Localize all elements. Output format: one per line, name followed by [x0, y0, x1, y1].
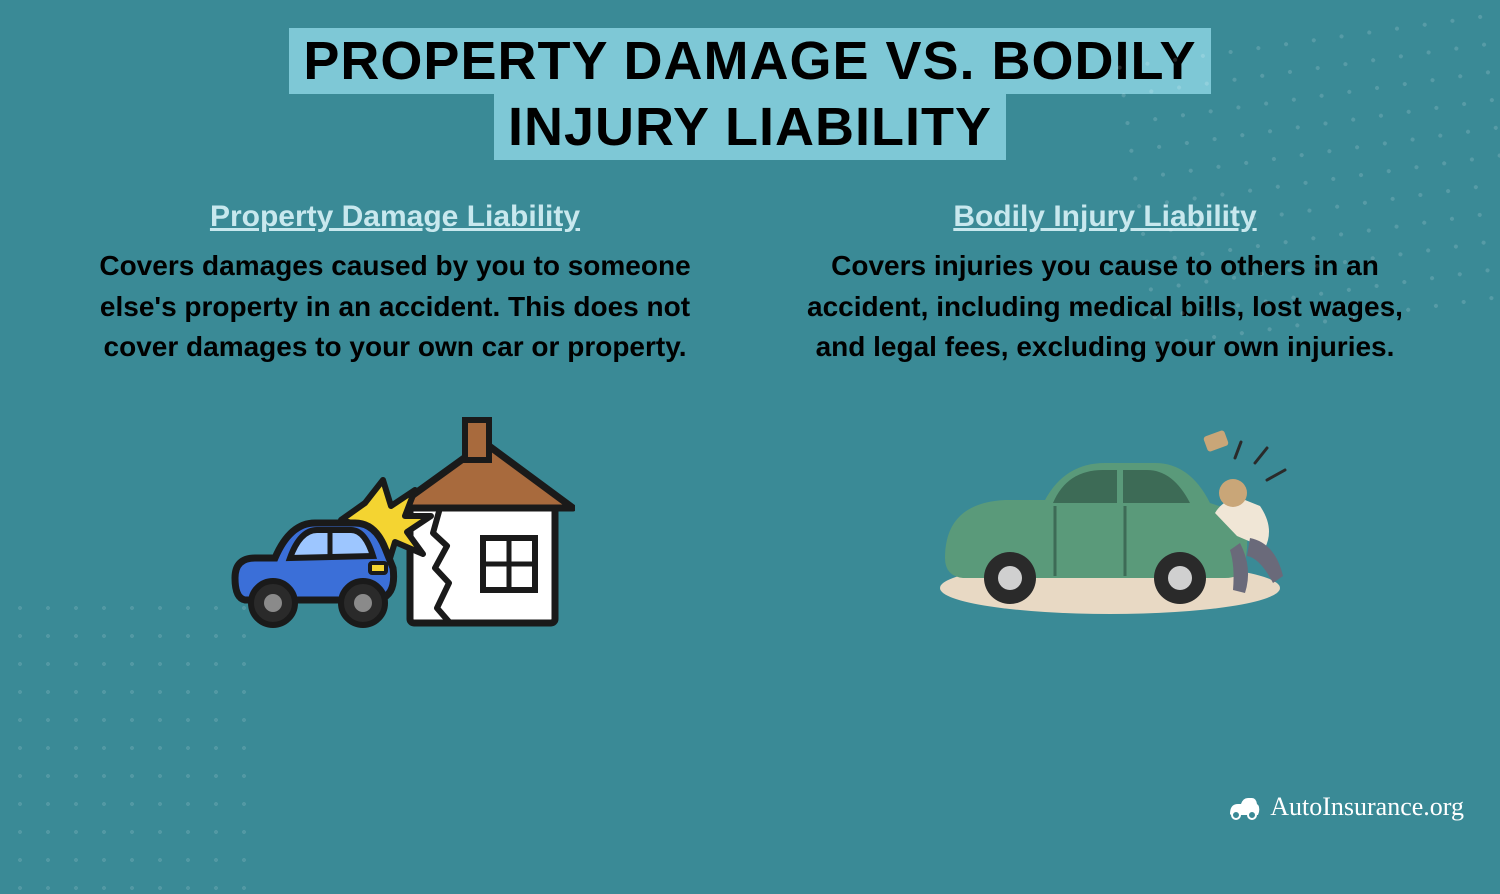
- decorative-dots-bottom-left: [0, 594, 250, 894]
- decorative-dots-top-right: [1104, 0, 1500, 353]
- brand-text: AutoInsurance.org: [1270, 792, 1464, 822]
- property-damage-heading: Property Damage Liability: [70, 200, 720, 234]
- car-pedestrian-icon: [915, 408, 1295, 618]
- bodily-injury-illustration: [780, 408, 1430, 618]
- car-house-crash-icon: [215, 408, 575, 638]
- brand-footer: AutoInsurance.org: [1226, 792, 1464, 822]
- property-damage-body: Covers damages caused by you to someone …: [70, 246, 720, 368]
- title-line-1: PROPERTY DAMAGE VS. BODILY: [289, 28, 1210, 94]
- brand-logo-icon: [1226, 792, 1260, 822]
- title-line-2: INJURY LIABILITY: [494, 94, 1006, 160]
- property-damage-column: Property Damage Liability Covers damages…: [70, 200, 720, 638]
